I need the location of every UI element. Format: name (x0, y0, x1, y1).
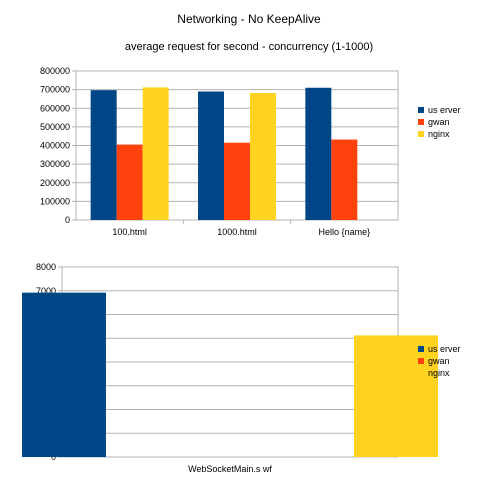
x-category-label: 100.html (112, 227, 147, 237)
y-tick-label: 500000 (40, 122, 70, 132)
y-tick-label: 700000 (40, 85, 70, 95)
legend-label: nginx (428, 368, 450, 378)
y-tick-label: 200000 (40, 178, 70, 188)
legend-label: us erver (428, 344, 461, 354)
chart-1: 0 100000 200000 300000 400000 500000 600000 700… (40, 66, 461, 237)
legend-swatch (418, 107, 424, 113)
bar-us-erver-1000-html (198, 91, 224, 220)
y-tick-label: 300000 (40, 159, 70, 169)
y-tick-label: 100000 (40, 196, 70, 206)
legend-swatch (418, 358, 424, 364)
y-tick-label: 8000 (36, 262, 56, 272)
bar-us-erver-100-html (90, 90, 117, 220)
bar-us-erver-Hello-name- (305, 87, 332, 220)
x-category-label: Hello {name} (319, 227, 371, 237)
legend-swatch (418, 119, 424, 125)
x-category-label: 1000.html (217, 227, 257, 237)
bar-nginx-100-html (142, 87, 169, 220)
legend-label: nginx (428, 129, 450, 139)
legend: us erver gwan nginx (418, 344, 461, 378)
legend-swatch (418, 131, 424, 137)
chart-title: Networking - No KeepAlive (177, 12, 321, 26)
x-category-label: WebSocketMain.s wf (188, 464, 272, 474)
chart-2: 010002000300040005000600070008000WebSock… (22, 262, 461, 474)
legend-label: us erver (428, 105, 461, 115)
legend-label: gwan (428, 356, 450, 366)
bar-nginx-WebSocketMain-s-wf (354, 335, 438, 457)
bar-us-erver-WebSocketMain-s-wf (22, 292, 106, 457)
legend-label: gwan (428, 117, 450, 127)
bar-gwan-100-html (116, 144, 143, 220)
bar-gwan-1000-html (224, 142, 250, 220)
y-tick-label: 600000 (40, 103, 70, 113)
bar-nginx-1000-html (250, 92, 276, 220)
y-tick-label: 400000 (40, 141, 70, 151)
bar-gwan-Hello-name- (331, 139, 358, 220)
legend: us erver gwan nginx (418, 105, 461, 139)
y-tick-label: 0 (65, 215, 70, 225)
legend-swatch (418, 370, 424, 376)
chart-subtitle: average request for second - concurrency… (124, 41, 374, 53)
legend-swatch (418, 346, 424, 352)
y-tick-label: 7000 (36, 286, 56, 296)
y-tick-label: 800000 (40, 66, 70, 76)
